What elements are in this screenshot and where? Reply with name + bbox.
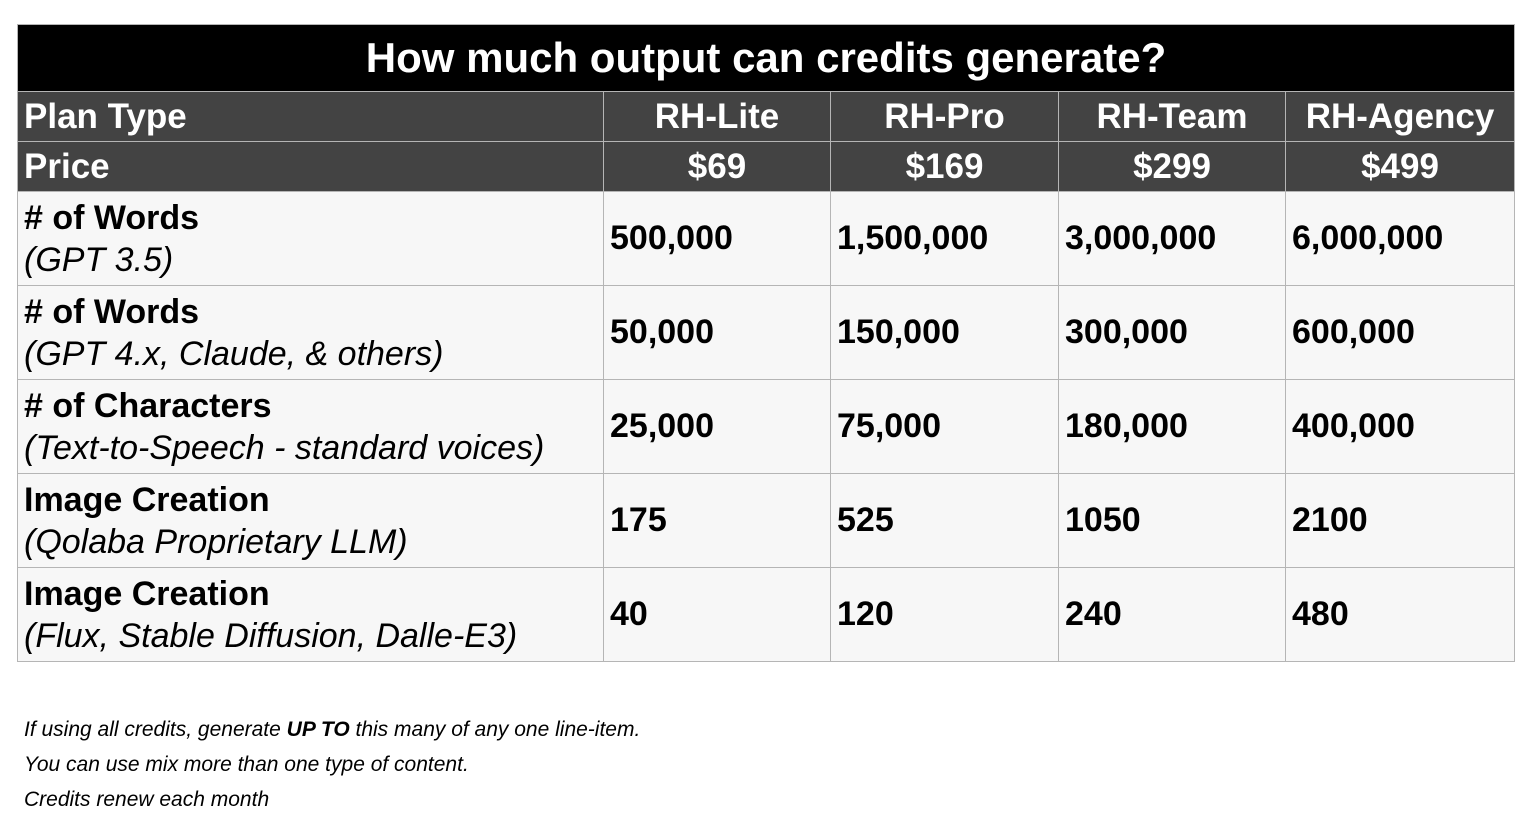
value-cell: 1,500,000	[830, 191, 1059, 286]
footnote-line: You can use mix more than one type of co…	[24, 753, 469, 776]
table-row: # of Words (GPT 3.5) 500,000 1,500,000 3…	[17, 191, 1516, 286]
plan-name: RH-Agency	[1284, 91, 1516, 142]
row-label: # of Characters	[24, 386, 272, 425]
row-sublabel: (Text-to-Speech - standard voices)	[24, 428, 545, 467]
value-cell: 120	[830, 567, 1059, 662]
value-cell: 480	[1284, 567, 1516, 662]
footnote-emphasis: UP TO	[286, 718, 350, 741]
value-cell: 2100	[1284, 473, 1516, 568]
table-title: How much output can credits generate?	[16, 24, 1516, 92]
row-sublabel: (Flux, Stable Diffusion, Dalle-E3)	[24, 616, 518, 655]
table-row: # of Characters (Text-to-Speech - standa…	[17, 379, 1516, 474]
table-title-row: How much output can credits generate?	[16, 24, 1516, 92]
row-sublabel: (GPT 4.x, Claude, & others)	[24, 334, 444, 373]
footnote-line: Credits renew each month	[24, 788, 270, 811]
value-cell: 3,000,000	[1058, 191, 1286, 286]
value-cell: 150,000	[830, 285, 1059, 380]
value-cell: 175	[603, 473, 831, 568]
credits-table: How much output can credits generate? Pl…	[16, 24, 1516, 662]
value-cell: 525	[830, 473, 1059, 568]
footnote-line: If using all credits, generate UP TO thi…	[24, 712, 640, 747]
credits-table-container: How much output can credits generate? Pl…	[16, 24, 1516, 662]
value-cell: 6,000,000	[1284, 191, 1516, 286]
value-cell: 600,000	[1284, 285, 1516, 380]
value-cell: 50,000	[603, 285, 831, 380]
value-cell: 400,000	[1284, 379, 1516, 474]
price-label: Price	[17, 141, 604, 192]
plan-price: $299	[1058, 141, 1286, 192]
row-label: # of Words	[24, 292, 200, 331]
footnote-text: this many of any one line-item.	[349, 718, 641, 741]
value-cell: 300,000	[1058, 285, 1286, 380]
plan-name: RH-Team	[1058, 91, 1286, 142]
row-label-cell: # of Words (GPT 3.5)	[17, 191, 604, 286]
value-cell: 1050	[1058, 473, 1286, 568]
value-cell: 180,000	[1058, 379, 1286, 474]
value-cell: 75,000	[830, 379, 1059, 474]
footnotes: If using all credits, generate UP TO thi…	[24, 712, 640, 817]
table-row: Image Creation (Qolaba Proprietary LLM) …	[17, 473, 1516, 568]
row-label: Image Creation	[24, 574, 270, 613]
footnote-text: If using all credits, generate	[24, 718, 287, 741]
value-cell: 25,000	[603, 379, 831, 474]
plan-name: RH-Pro	[830, 91, 1059, 142]
row-label: Image Creation	[24, 480, 270, 519]
table-row: # of Words (GPT 4.x, Claude, & others) 5…	[17, 285, 1516, 380]
row-label-cell: # of Words (GPT 4.x, Claude, & others)	[17, 285, 604, 380]
value-cell: 240	[1058, 567, 1286, 662]
row-label-cell: Image Creation (Flux, Stable Diffusion, …	[17, 567, 604, 662]
plan-price: $69	[603, 141, 831, 192]
row-sublabel: (GPT 3.5)	[24, 240, 174, 279]
row-label-cell: # of Characters (Text-to-Speech - standa…	[17, 379, 604, 474]
plan-name: RH-Lite	[603, 91, 831, 142]
value-cell: 500,000	[603, 191, 831, 286]
price-row: Price $69 $169 $299 $499	[17, 141, 1516, 192]
row-label: # of Words	[24, 198, 200, 237]
table-row: Image Creation (Flux, Stable Diffusion, …	[17, 567, 1516, 662]
plan-price: $499	[1284, 141, 1516, 192]
value-cell: 40	[603, 567, 831, 662]
plan-type-row: Plan Type RH-Lite RH-Pro RH-Team RH-Agen…	[17, 91, 1516, 142]
row-label-cell: Image Creation (Qolaba Proprietary LLM)	[17, 473, 604, 568]
plan-type-label: Plan Type	[17, 91, 604, 142]
plan-price: $169	[830, 141, 1059, 192]
row-sublabel: (Qolaba Proprietary LLM)	[24, 522, 408, 561]
